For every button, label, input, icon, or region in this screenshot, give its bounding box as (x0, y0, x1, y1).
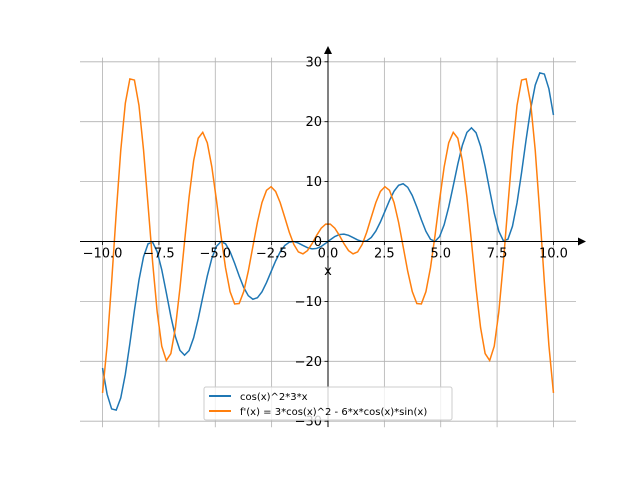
legend: cos(x)^2*3*x f'(x) = 3*cos(x)^2 - 6*x*co… (203, 386, 453, 421)
y-tick-label: 20 (305, 115, 322, 130)
x-tick-label: 10.0 (539, 247, 568, 262)
y-tick-label: 30 (305, 55, 322, 70)
axes (80, 46, 586, 427)
x-tick-label: 0.0 (318, 247, 339, 262)
x-tick-label: 5.0 (430, 247, 451, 262)
legend-label-series-2: f'(x) = 3*cos(x)^2 - 6*x*cos(x)*sin(x) (240, 407, 427, 418)
x-tick-label: −5.0 (199, 247, 231, 262)
y-tick-label: −10 (295, 295, 322, 310)
x-axis-arrow-icon (578, 237, 586, 246)
x-tick-label: −10.0 (83, 247, 123, 262)
y-tick-label: −20 (295, 355, 322, 370)
y-axis-arrow-icon (324, 46, 332, 54)
x-tick-label: 7.5 (487, 247, 508, 262)
x-tick-label: −2.5 (256, 247, 288, 262)
y-tick-label: 0 (314, 235, 322, 250)
x-axis-label: x (324, 264, 332, 279)
y-tick-label: 10 (305, 175, 322, 190)
legend-label-series-1: cos(x)^2*3*x (240, 392, 308, 403)
legend-box (203, 386, 453, 421)
x-tick-label: 2.5 (374, 247, 395, 262)
x-tick-label: −7.5 (143, 247, 175, 262)
